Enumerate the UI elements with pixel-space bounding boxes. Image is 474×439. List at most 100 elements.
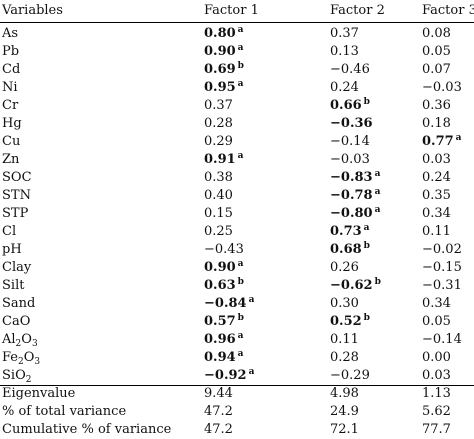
factor-2-value: 24.9: [330, 404, 359, 419]
table-row: Silt 0.63 b −0.62 b −0.31: [0, 277, 474, 295]
factor-2-value: 0.13: [330, 44, 359, 59]
factor-2-value: −0.29: [330, 368, 370, 383]
factor-1-value: 0.15: [204, 206, 233, 221]
factor-3-value: 0.07: [422, 62, 451, 77]
header-factor-3: Factor 3: [422, 3, 474, 18]
factor-1-value: 0.90 a: [204, 259, 244, 275]
factor-2-value: 0.24: [330, 80, 359, 95]
variable-name: Al2O3: [2, 332, 38, 349]
factor-1-value: 0.95 a: [204, 79, 244, 95]
factor-1-value: 47.2: [204, 422, 233, 437]
factor-1-value: 0.96 a: [204, 331, 244, 347]
factor-3-value: −0.14: [422, 332, 462, 347]
header-variables: Variables: [2, 3, 63, 18]
table-row: % of total variance 47.2 24.9 5.62: [0, 403, 474, 421]
significance-marker: b: [237, 61, 244, 71]
factor-1-value: −0.92 a: [204, 367, 255, 383]
factor-2-value: 0.52 b: [330, 313, 370, 329]
factor-2-value: −0.80 a: [330, 205, 381, 221]
factor-2-value: 72.1: [330, 422, 359, 437]
factor-1-value: 0.40: [204, 188, 233, 203]
table-row: Fe2O3 0.94 a 0.28 0.00: [0, 349, 474, 367]
header-factor-1: Factor 1: [204, 3, 259, 18]
factor-3-value: 0.11: [422, 224, 451, 239]
table-row: SiO2 −0.92 a −0.29 0.03: [0, 367, 474, 385]
significance-marker: a: [237, 25, 244, 35]
variable-name: Cumulative % of variance: [2, 422, 172, 437]
header-row: Variables Factor 1 Factor 2 Factor 3: [0, 2, 474, 20]
significance-marker: b: [363, 241, 370, 251]
variable-name: Fe2O3: [2, 350, 41, 367]
significance-marker: a: [374, 187, 381, 197]
table-row: Cd 0.69 b −0.46 0.07: [0, 61, 474, 79]
factor-2-value: 0.11: [330, 332, 359, 347]
factor-3-value: −0.15: [422, 260, 462, 275]
factor-2-value: 0.68 b: [330, 241, 370, 257]
summary-rule: [0, 385, 474, 386]
significance-marker: b: [374, 277, 381, 287]
significance-marker: b: [363, 97, 370, 107]
table-row: CaO 0.57 b 0.52 b 0.05: [0, 313, 474, 331]
factor-3-value: 0.77 a: [422, 133, 462, 149]
factor-2-value: 0.37: [330, 26, 359, 41]
factor-2-value: 4.98: [330, 386, 359, 401]
factor-1-value: −0.84 a: [204, 295, 255, 311]
variable-name: Silt: [2, 278, 25, 293]
factor-2-value: −0.03: [330, 152, 370, 167]
significance-marker: a: [374, 205, 381, 215]
significance-marker: a: [248, 295, 255, 305]
variable-name: Pb: [2, 44, 20, 59]
variable-name: SiO2: [2, 368, 32, 385]
significance-marker: a: [363, 223, 370, 233]
factor-1-value: 0.91 a: [204, 151, 244, 167]
variable-name: Eigenvalue: [2, 386, 76, 401]
table-row: Cu 0.29 −0.14 0.77 a: [0, 133, 474, 151]
factor-3-value: 1.13: [422, 386, 451, 401]
factor-3-value: 0.05: [422, 44, 451, 59]
factor-2-value: −0.36: [330, 116, 373, 131]
factor-3-value: 77.7: [422, 422, 451, 437]
factor-1-value: 47.2: [204, 404, 233, 419]
factor-1-value: 0.29: [204, 134, 233, 149]
factor-1-value: 0.38: [204, 170, 233, 185]
table-row: STN 0.40 −0.78 a 0.35: [0, 187, 474, 205]
significance-marker: b: [363, 313, 370, 323]
variable-name: Hg: [2, 116, 22, 131]
factor-3-value: 0.34: [422, 296, 451, 311]
significance-marker: b: [237, 277, 244, 287]
factor-3-value: 0.18: [422, 116, 451, 131]
factor-2-value: 0.28: [330, 350, 359, 365]
significance-marker: a: [237, 151, 244, 161]
significance-marker: a: [237, 259, 244, 269]
variable-name: Ni: [2, 80, 18, 95]
factor-1-value: 0.57 b: [204, 313, 244, 329]
variable-name: % of total variance: [2, 404, 127, 419]
table-row: Cumulative % of variance 47.2 72.1 77.7: [0, 421, 474, 439]
variable-name: Sand: [2, 296, 36, 311]
factor-2-value: 0.66 b: [330, 97, 370, 113]
factor-2-value: −0.83 a: [330, 169, 381, 185]
table-row: Pb 0.90 a 0.13 0.05: [0, 43, 474, 61]
variable-name: Cd: [2, 62, 21, 77]
table-row: Hg 0.28 −0.36 0.18: [0, 115, 474, 133]
table-row: Cr 0.37 0.66 b 0.36: [0, 97, 474, 115]
table-row: Ni 0.95 a 0.24 −0.03: [0, 79, 474, 97]
factor-1-value: 0.63 b: [204, 277, 244, 293]
factor-2-value: −0.46: [330, 62, 370, 77]
factor-1-value: 0.25: [204, 224, 233, 239]
variable-name: As: [2, 26, 19, 41]
factor-2-value: −0.62 b: [330, 277, 381, 293]
table-row: Cl 0.25 0.73 a 0.11: [0, 223, 474, 241]
factor-3-value: 0.00: [422, 350, 451, 365]
table-row: STP 0.15 −0.80 a 0.34: [0, 205, 474, 223]
factor-2-value: −0.78 a: [330, 187, 381, 203]
variable-name: STN: [2, 188, 31, 203]
significance-marker: b: [237, 313, 244, 323]
significance-marker: a: [248, 367, 255, 377]
significance-marker: a: [374, 169, 381, 179]
factor-3-value: 0.03: [422, 368, 451, 383]
factor-1-value: 0.90 a: [204, 43, 244, 59]
factor-1-value: −0.43: [204, 242, 244, 257]
significance-marker: a: [237, 43, 244, 53]
